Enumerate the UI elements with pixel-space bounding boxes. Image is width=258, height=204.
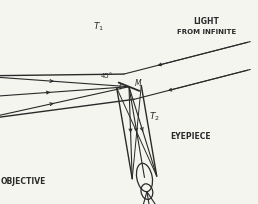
Text: FROM INFINITE: FROM INFINITE bbox=[177, 29, 236, 35]
Text: $T_2$: $T_2$ bbox=[149, 110, 160, 123]
Text: LIGHT: LIGHT bbox=[194, 17, 219, 26]
Text: OBJECTIVE: OBJECTIVE bbox=[1, 177, 46, 186]
Text: $T_1$: $T_1$ bbox=[93, 20, 103, 33]
Text: 45°: 45° bbox=[101, 73, 113, 80]
Text: EYEPIECE: EYEPIECE bbox=[171, 132, 211, 141]
Text: $M$: $M$ bbox=[134, 77, 142, 88]
